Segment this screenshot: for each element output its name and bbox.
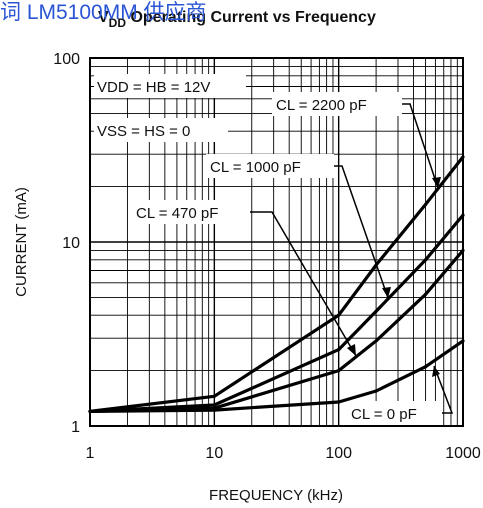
cl0-label: CL = 0 pF — [351, 406, 417, 423]
tick-labels: 1 10 100 1000 1 10 100 — [53, 51, 481, 462]
y-tick-label: 100 — [53, 51, 80, 68]
y-axis-label: CURRENT (mA) — [13, 187, 30, 297]
data-point — [337, 313, 341, 317]
data-point — [423, 258, 428, 262]
annotations: VDD = HB = 12V VSS = HS = 0 CL = 2200 pF… — [94, 74, 454, 425]
cl470-label-bg — [132, 200, 250, 224]
cl1000-leader — [334, 165, 389, 299]
data-point — [88, 409, 92, 414]
cl2200-label-bg — [272, 92, 402, 116]
cl0-label-bg — [348, 401, 442, 425]
data-point — [423, 292, 428, 296]
vdd-label-bg — [94, 74, 246, 98]
series-line-1 — [89, 214, 465, 413]
series-line-0 — [89, 155, 465, 413]
data-point — [374, 389, 378, 393]
cl0-arrowhead — [432, 366, 440, 377]
x-tick-label: 1000 — [445, 445, 481, 462]
data-point — [212, 408, 216, 412]
data-point — [337, 400, 341, 404]
chart-title-rest: Operating Current vs Frequency — [126, 9, 376, 26]
x-tick-label: 1 — [86, 445, 95, 462]
cl2200-arrowhead — [432, 177, 441, 188]
data-point — [374, 309, 378, 313]
vss-label: VSS = HS = 0 — [97, 123, 190, 140]
cl1000-label: CL = 1000 pF — [210, 159, 301, 176]
series-group — [88, 155, 465, 414]
data-point — [337, 348, 341, 352]
vss-label-bg — [94, 118, 228, 142]
cl2200-label: CL = 2200 pF — [276, 97, 367, 114]
data-point — [423, 202, 428, 207]
chart-title-prefix: V — [98, 9, 109, 26]
data-point — [212, 394, 216, 398]
x-axis-label: FREQUENCY (kHz) — [209, 487, 343, 504]
data-point — [461, 248, 465, 253]
chart-title: VDD Operating Current vs Frequency — [98, 9, 376, 30]
x-tick-label: 100 — [325, 445, 352, 462]
series-line-3 — [89, 339, 464, 413]
x-tick-label: 10 — [205, 445, 223, 462]
cl1000-label-bg — [206, 154, 334, 178]
cl1000-arrowhead — [382, 287, 391, 298]
overlay-text: 词 LM5100MM 供应商 — [0, 1, 207, 24]
grid — [90, 58, 463, 426]
cl2200-leader — [402, 103, 439, 189]
cl470-label: CL = 470 pF — [136, 205, 218, 222]
data-point — [423, 365, 428, 369]
data-point — [461, 213, 465, 217]
chart-title-subscript: DD — [109, 16, 127, 30]
data-point — [461, 155, 465, 159]
data-point — [212, 403, 216, 407]
y-tick-label: 10 — [62, 235, 80, 252]
y-tick-label: 1 — [71, 419, 80, 436]
vdd-label: VDD = HB = 12V — [97, 79, 210, 96]
data-point — [461, 339, 465, 343]
data-point — [374, 339, 378, 343]
cl470-arrowhead — [347, 344, 356, 356]
series-line-2 — [89, 249, 465, 413]
data-point — [337, 369, 341, 373]
plot-frame — [89, 57, 464, 427]
cl0-leader — [433, 365, 454, 414]
cl470-leader — [250, 211, 357, 357]
